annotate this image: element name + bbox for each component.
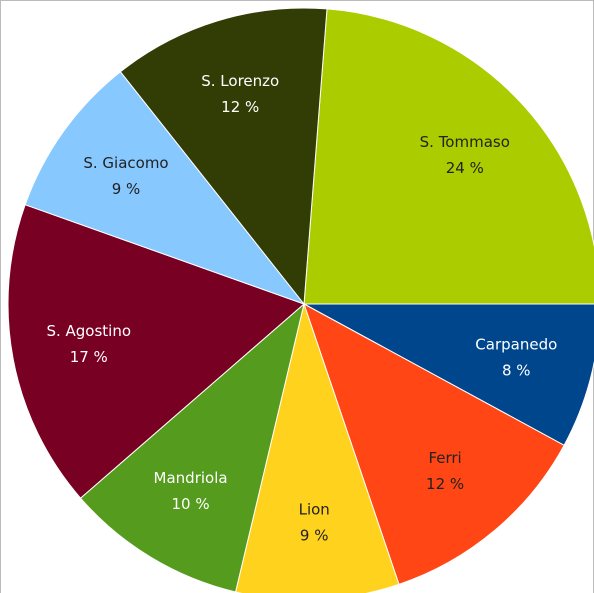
slice-label: S. Lorenzo <box>201 72 279 90</box>
slice-label: Mandriola <box>154 469 228 487</box>
slice-value-label: 12 % <box>426 475 464 493</box>
slice-label: S. Agostino <box>46 322 131 340</box>
slice-label: Ferri <box>428 449 461 467</box>
slice-value-label: 17 % <box>70 348 108 366</box>
pie-slice <box>24 71 306 306</box>
pie-slice <box>234 302 400 593</box>
slice-value-label: 24 % <box>446 159 484 177</box>
slice-value-label: 9 % <box>112 180 141 198</box>
pie-slice <box>79 302 305 593</box>
pie-slice <box>303 302 565 585</box>
slice-value-label: 12 % <box>221 98 259 116</box>
slice-label: S. Giacomo <box>83 154 168 172</box>
pie-slice <box>303 8 594 305</box>
pie-slice <box>303 303 594 446</box>
pie-slice <box>119 7 328 306</box>
slice-label: S. Tommaso <box>420 133 510 151</box>
slice-value-label: 10 % <box>172 495 210 513</box>
slice-value-label: 9 % <box>300 526 329 544</box>
slice-value-label: 8 % <box>502 361 531 379</box>
slice-label: Lion <box>299 500 330 518</box>
slice-label: Carpanedo <box>475 335 557 353</box>
